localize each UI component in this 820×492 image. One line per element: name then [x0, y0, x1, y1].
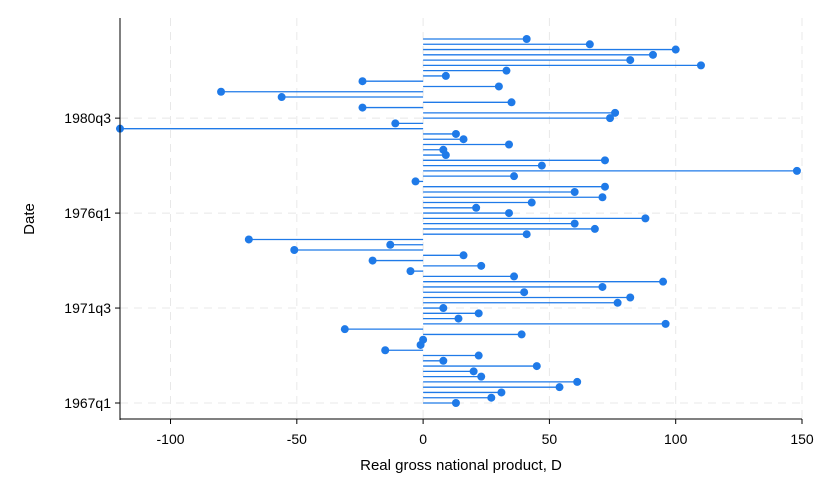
point-1980q2: [391, 119, 400, 128]
point-1971q3: [439, 304, 448, 313]
point-1976q1: [504, 209, 513, 218]
point-1967q4: [555, 383, 564, 392]
point-1970q1: [419, 335, 428, 344]
dot-layer: [116, 35, 801, 407]
point-1969q3: [381, 346, 390, 355]
point-1976q3: [527, 198, 536, 207]
x-tick-label: 150: [790, 431, 814, 447]
point-1974q3: [386, 240, 395, 249]
y-tick-label: 1967q1: [64, 395, 111, 411]
point-1969q1: [439, 356, 448, 365]
point-1977q3: [411, 177, 420, 186]
point-1975q3: [570, 219, 579, 228]
point-1983q4: [671, 45, 680, 54]
point-1978q1: [792, 166, 801, 175]
point-1970q4: [661, 319, 670, 328]
stem-layer: [120, 38, 797, 404]
point-1969q2: [474, 351, 483, 360]
point-1982q3: [441, 71, 450, 80]
point-1983q2: [626, 56, 635, 65]
point-1983q1: [696, 61, 705, 70]
point-1978q2: [537, 161, 546, 170]
point-1973q2: [406, 267, 415, 276]
point-1967q3: [497, 388, 506, 397]
point-1970q3: [340, 325, 349, 334]
point-1975q4: [641, 214, 650, 223]
x-tick-label: 100: [664, 431, 688, 447]
point-1967q2: [487, 393, 496, 402]
point-1984q2: [522, 35, 531, 43]
point-1975q1: [522, 230, 531, 239]
point-1971q4: [613, 298, 622, 307]
point-1968q2: [477, 372, 486, 381]
point-1979q4: [451, 129, 460, 138]
point-1971q2: [474, 309, 483, 318]
x-tick-label: 0: [419, 431, 427, 447]
point-1983q3: [648, 50, 657, 59]
point-1967q1: [451, 399, 460, 407]
point-1970q2: [517, 330, 526, 339]
point-1972q4: [659, 277, 668, 286]
point-1978q3: [600, 156, 609, 165]
point-1973q1: [510, 272, 519, 281]
point-1976q4: [598, 193, 607, 202]
point-1977q2: [600, 182, 609, 191]
point-1982q4: [502, 66, 511, 75]
point-1982q2: [358, 77, 367, 86]
y-tick-label: 1976q1: [64, 205, 111, 221]
point-1973q3: [477, 261, 486, 270]
y-tick-label: 1980q3: [64, 110, 111, 126]
point-1968q1: [573, 377, 582, 386]
point-1974q1: [459, 251, 468, 260]
point-1982q1: [494, 82, 503, 91]
point-1973q4: [368, 256, 377, 265]
point-1979q2: [504, 140, 513, 149]
point-1977q1: [570, 187, 579, 196]
point-1972q1: [626, 293, 635, 302]
point-1979q3: [459, 135, 468, 144]
point-1972q3: [598, 282, 607, 291]
point-1975q2: [590, 224, 599, 233]
y-axis-title: Date: [21, 203, 38, 235]
point-1968q4: [532, 362, 541, 371]
point-1968q3: [469, 367, 478, 376]
point-1972q2: [520, 288, 529, 297]
point-1980q3: [606, 114, 615, 123]
point-1981q2: [507, 98, 516, 107]
point-1976q2: [472, 203, 481, 212]
x-axis-title: Real gross national product, D: [360, 457, 562, 474]
point-1974q4: [244, 235, 253, 244]
point-1977q4: [510, 172, 519, 181]
axes-layer: -100 -50 0 50 100 150 1967q1 1971q3 1976q1 1980q3: [64, 18, 814, 447]
point-1980q4: [611, 108, 620, 117]
point-1981q1: [358, 103, 367, 112]
point-1979q1: [439, 145, 448, 154]
x-tick-label: -50: [287, 431, 307, 447]
point-1974q2: [290, 246, 299, 255]
x-tick-label: -100: [157, 431, 185, 447]
point-1981q4: [217, 87, 226, 96]
point-1981q3: [277, 93, 286, 102]
point-1971q1: [454, 314, 463, 323]
point-1984q1: [585, 40, 594, 49]
y-tick-label: 1971q3: [64, 300, 111, 316]
x-tick-label: 50: [542, 431, 558, 447]
